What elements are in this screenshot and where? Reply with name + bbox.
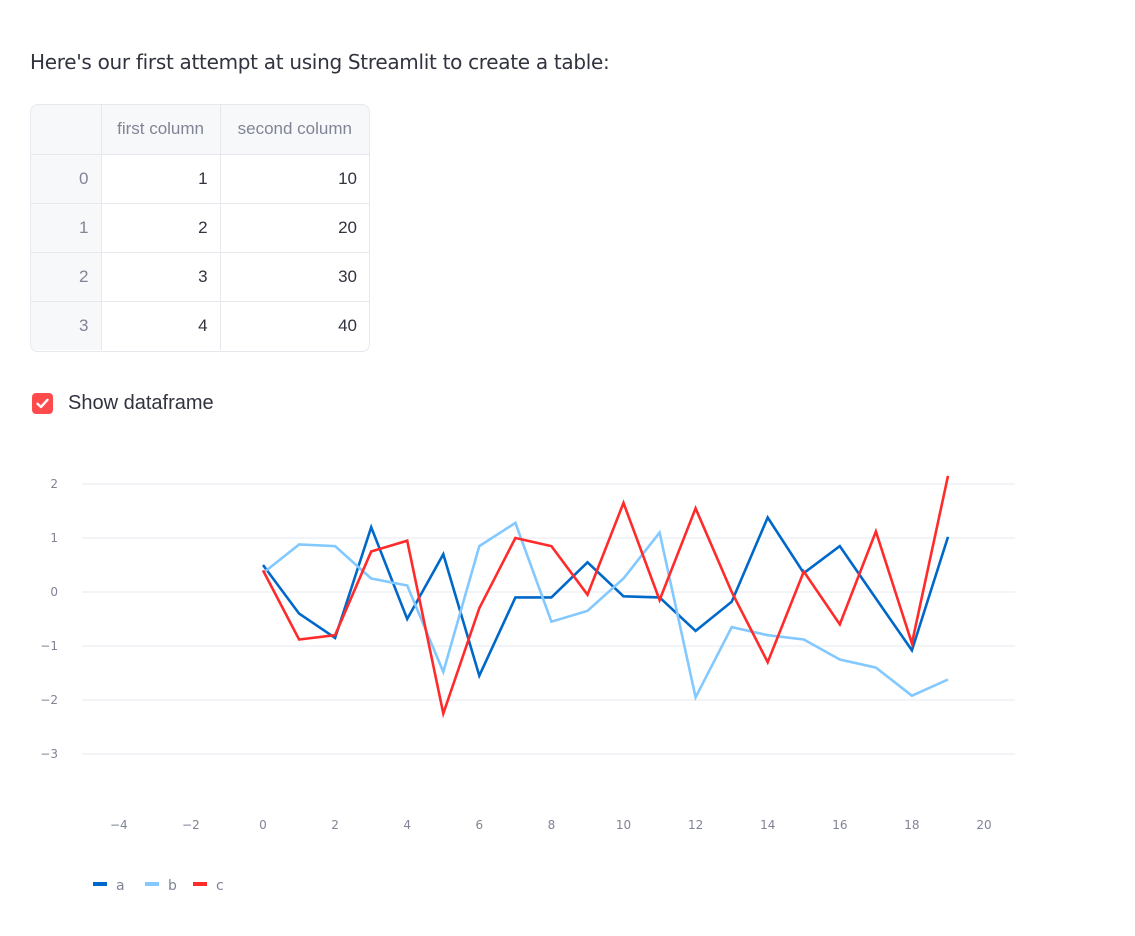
table-cell[interactable]: 10 (220, 154, 369, 204)
table-row: 3 4 40 (31, 301, 369, 350)
x-axis: −4 −2 0 2 4 6 8 10 12 14 16 18 20 (110, 818, 992, 832)
x-tick-label: 18 (904, 818, 919, 832)
chart-legend: a b c (93, 878, 224, 894)
legend-label-a[interactable]: a (116, 878, 125, 894)
x-tick-label: 16 (832, 818, 847, 832)
column-header-second[interactable]: second column (220, 105, 369, 155)
table-cell[interactable]: 1 (101, 154, 221, 204)
row-index: 3 (31, 301, 102, 350)
x-tick-label: −4 (110, 818, 128, 832)
series-line-b[interactable] (262, 520, 949, 702)
y-axis: 2 1 0 −1 −2 −3 (40, 477, 58, 761)
table-row: 1 2 20 (31, 203, 369, 253)
table-header-row: first column second column (31, 105, 369, 155)
checkbox-label: Show dataframe (68, 392, 214, 414)
x-tick-label: 12 (688, 818, 703, 832)
table-cell[interactable]: 40 (338, 315, 357, 335)
chart-series (261, 475, 950, 719)
table-cell[interactable]: 2 (101, 203, 221, 253)
x-tick-label: 8 (548, 818, 556, 832)
row-index: 2 (31, 252, 102, 302)
x-tick-label: 2 (331, 818, 339, 832)
legend-swatch-c (193, 882, 207, 886)
series-line-c[interactable] (261, 475, 950, 719)
x-tick-label: 14 (760, 818, 775, 832)
table-cell[interactable]: 20 (220, 203, 369, 253)
y-tick-label: −3 (40, 747, 58, 761)
checkbox-checked-icon[interactable] (32, 393, 53, 414)
row-index: 0 (31, 154, 102, 204)
y-tick-label: −2 (40, 693, 58, 707)
intro-text: Here's our first attempt at using Stream… (30, 50, 610, 74)
index-header (31, 105, 102, 155)
legend-label-c[interactable]: c (216, 878, 224, 894)
y-tick-label: 0 (50, 585, 58, 599)
x-tick-label: −2 (182, 818, 200, 832)
table-cell[interactable]: 30 (220, 252, 369, 302)
chart-gridlines (82, 483, 1015, 755)
series-line-a[interactable] (261, 514, 950, 680)
table-row: 2 3 30 (31, 252, 369, 302)
y-tick-label: −1 (40, 639, 58, 653)
dataframe-table[interactable]: first column second column 0 1 10 1 2 20… (30, 104, 370, 352)
x-tick-label: 0 (259, 818, 267, 832)
table-cell[interactable]: 3 (101, 252, 221, 302)
legend-swatch-b (145, 882, 159, 886)
table-cell[interactable]: 4 (101, 301, 221, 350)
y-tick-label: 2 (50, 477, 58, 491)
y-tick-label: 1 (50, 531, 58, 545)
x-tick-label: 10 (616, 818, 631, 832)
x-tick-label: 20 (976, 818, 991, 832)
column-header-first[interactable]: first column (101, 105, 221, 155)
x-tick-label: 4 (403, 818, 411, 832)
table-row: 0 1 10 (31, 154, 369, 204)
x-tick-label: 6 (475, 818, 483, 832)
show-dataframe-checkbox[interactable]: Show dataframe (32, 392, 214, 415)
row-index: 1 (31, 203, 102, 253)
legend-label-b[interactable]: b (168, 878, 177, 894)
legend-swatch-a (93, 882, 107, 886)
